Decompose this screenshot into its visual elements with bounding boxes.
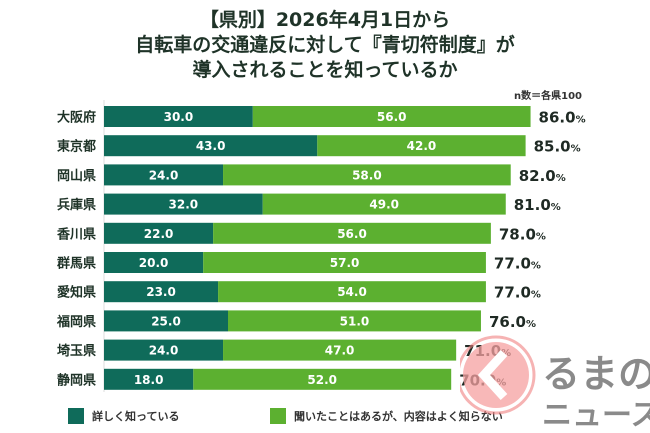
data-label: 30.0 [164,110,194,124]
chart-title: 【県別】2026年4月1日から 自転車の交通違反に対して『青切符制度』が 導入さ… [0,8,650,83]
total-label: 81.0% [514,196,561,214]
category-label: 香川県 [56,226,96,242]
bar-segment [104,281,219,303]
data-label: 58.0 [352,168,382,182]
bar-segment [203,252,486,273]
total-label: 76.0% [489,313,536,331]
legend-label: 詳しく知っている [92,410,180,423]
bar-segment [104,339,224,361]
data-label: 20.0 [139,256,169,270]
svg-text:るまの: るまの [542,352,650,396]
total-label: 86.0% [539,109,586,127]
bar-segment [252,106,531,127]
bar-segment [104,368,194,390]
data-label: 54.0 [337,285,367,299]
data-label: 57.0 [330,256,360,270]
category-label: 静岡県 [57,372,96,388]
bar-segment [104,135,318,157]
category-label: 埼玉県 [57,343,96,359]
data-label: 23.0 [146,285,176,299]
category-label: 福岡県 [56,314,96,330]
bar-segment [223,164,511,186]
title-line-1: 【県別】2026年4月1日から [199,9,451,31]
bar-segment [104,310,228,332]
total-label: 82.0% [519,167,566,185]
bar-segment [104,252,204,273]
data-label: 56.0 [377,110,407,124]
bar-segment [213,222,491,244]
total-label: 85.0% [534,138,581,156]
bar-segment [104,193,263,215]
data-label: 24.0 [149,168,179,182]
data-label: 18.0 [134,373,164,387]
svg-text:ニュース: ニュース [542,398,650,433]
bar-segment [317,135,526,157]
data-label: 56.0 [337,227,367,241]
bar-segment [223,339,457,361]
legend-swatch [270,408,286,424]
sample-size-note: n数＝各県100 [514,91,582,102]
category-label: 群馬県 [57,256,96,272]
data-label: 49.0 [369,198,399,212]
data-label: 51.0 [340,314,370,328]
bar-segment [104,222,214,244]
data-label: 32.0 [169,198,199,212]
title-line-2: 自転車の交通違反に対して『青切符制度』が [135,34,515,56]
category-label: 兵庫県 [57,197,96,213]
category-label: 東京都 [57,139,96,155]
bar-segment [228,310,481,332]
title-line-3: 導入されることを知っているか [192,59,458,81]
watermark-logo: るまの ニュース [460,335,650,433]
bar-segment [262,193,506,215]
data-label: 43.0 [196,139,226,153]
total-label: 77.0% [494,284,541,302]
data-label: 25.0 [151,314,181,328]
data-label: 22.0 [144,227,174,241]
data-label: 24.0 [149,344,179,358]
data-label: 52.0 [307,373,337,387]
legend-item-detailed: 詳しく知っている [68,408,179,424]
data-label: 47.0 [325,344,355,358]
category-label: 大阪府 [57,110,96,126]
legend-swatch [68,408,84,424]
category-label: 愛知県 [57,285,96,301]
bar-segment [193,368,452,390]
legend-item-heard: 聞いたことはあるが、内容はよく知らない [270,408,503,424]
category-label: 岡山県 [57,168,96,184]
total-label: 78.0% [499,225,546,243]
total-label: 77.0% [494,255,541,273]
bar-segment [104,164,224,186]
bar-segment [218,281,486,303]
data-label: 42.0 [407,139,437,153]
legend-label: 聞いたことはあるが、内容はよく知らない [294,410,503,423]
bar-segment [104,106,253,127]
